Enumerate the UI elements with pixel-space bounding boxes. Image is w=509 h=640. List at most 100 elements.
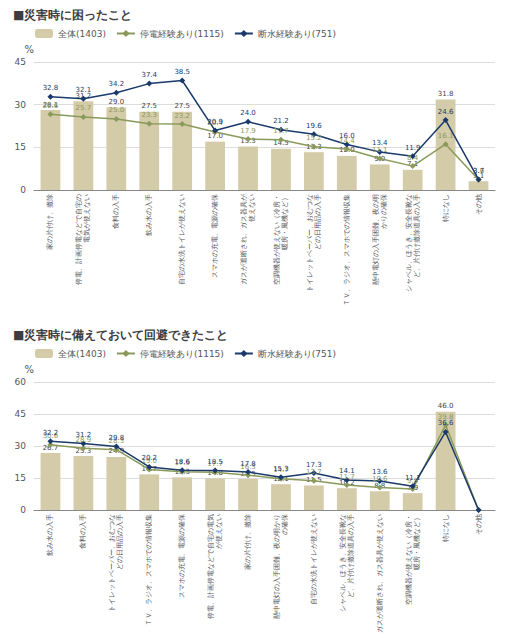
svg-text:食料の入手: 食料の入手 bbox=[112, 194, 120, 229]
svg-text:17.3: 17.3 bbox=[306, 461, 322, 469]
svg-text:飲み水の入手: 飲み水の入手 bbox=[46, 514, 54, 556]
svg-text:32.8: 32.8 bbox=[43, 84, 59, 92]
svg-text:7.9: 7.9 bbox=[407, 484, 418, 492]
svg-text:停電経験あり(1115): 停電経験あり(1115) bbox=[140, 349, 224, 359]
svg-text:30: 30 bbox=[15, 441, 27, 451]
svg-text:24.6: 24.6 bbox=[438, 108, 454, 116]
svg-text:29.0: 29.0 bbox=[109, 98, 125, 106]
svg-text:34.2: 34.2 bbox=[109, 80, 125, 88]
svg-text:45: 45 bbox=[15, 409, 26, 419]
svg-text:自宅の水洗トイレが使えない: 自宅の水洗トイレが使えない bbox=[310, 514, 318, 605]
svg-text:21.2: 21.2 bbox=[273, 117, 289, 125]
svg-text:11.9: 11.9 bbox=[405, 144, 421, 152]
svg-text:3.6: 3.6 bbox=[473, 167, 485, 175]
svg-text:使えない: 使えない bbox=[248, 194, 256, 222]
svg-text:3.7: 3.7 bbox=[473, 167, 484, 175]
svg-text:■災害時に困ったこと: ■災害時に困ったこと bbox=[13, 8, 132, 22]
svg-text:トイレットペーパー、おむつな: トイレットペーパー、おむつな bbox=[108, 514, 116, 612]
svg-text:停電、計画停電などで自宅の: 停電、計画停電などで自宅の bbox=[75, 194, 83, 285]
svg-text:13.7: 13.7 bbox=[306, 468, 322, 476]
svg-text:16.0: 16.0 bbox=[339, 132, 355, 140]
svg-text:その他: その他 bbox=[475, 194, 483, 215]
svg-text:の確保: の確保 bbox=[281, 514, 289, 535]
svg-text:31.8: 31.8 bbox=[438, 90, 454, 98]
svg-text:60: 60 bbox=[15, 377, 27, 387]
svg-text:16.1: 16.1 bbox=[438, 132, 454, 140]
svg-text:15: 15 bbox=[15, 142, 26, 152]
svg-text:27.5: 27.5 bbox=[174, 102, 190, 110]
svg-text:停電経験あり(1115): 停電経験あり(1115) bbox=[140, 29, 224, 39]
svg-text:飲み水の入手: 飲み水の入手 bbox=[145, 194, 153, 236]
svg-text:■災害時に備えておいて回避できたこと: ■災害時に備えておいて回避できたこと bbox=[13, 328, 228, 342]
svg-text:38.5: 38.5 bbox=[174, 68, 190, 76]
svg-text:ど、片付け撤除道具の入手: ど、片付け撤除道具の入手 bbox=[413, 194, 421, 278]
svg-text:電気が使えない: 電気が使えない bbox=[83, 194, 91, 243]
svg-text:シャベル、ほうき、安全長靴な: シャベル、ほうき、安全長靴な bbox=[405, 194, 413, 292]
svg-text:31.2: 31.2 bbox=[76, 431, 92, 439]
svg-text:が使えない: が使えない bbox=[215, 514, 223, 549]
svg-text:18.5: 18.5 bbox=[207, 458, 223, 466]
svg-text:37.4: 37.4 bbox=[141, 71, 157, 79]
svg-text:家の片付け、撤除: 家の片付け、撤除 bbox=[244, 514, 252, 570]
svg-text:どの日用品の入手: どの日用品の入手 bbox=[314, 194, 322, 250]
svg-text:15.2: 15.2 bbox=[306, 134, 322, 142]
svg-text:0: 0 bbox=[20, 185, 26, 195]
svg-text:特になし: 特になし bbox=[442, 194, 450, 222]
svg-text:空調機器が使えない（冷房・: 空調機器が使えない（冷房・ bbox=[405, 514, 413, 605]
svg-text:シャベル、ほうき、安全長靴な: シャベル、ほうき、安全長靴な bbox=[339, 514, 347, 612]
svg-text:特になし: 特になし bbox=[442, 514, 450, 542]
svg-text:17.8: 17.8 bbox=[240, 460, 256, 468]
svg-text:15.3: 15.3 bbox=[273, 465, 289, 473]
svg-text:27.5: 27.5 bbox=[141, 102, 157, 110]
svg-text:17.7: 17.7 bbox=[273, 127, 289, 135]
svg-text:23.3: 23.3 bbox=[141, 111, 157, 119]
svg-text:8.4: 8.4 bbox=[407, 154, 419, 162]
svg-text:14.1: 14.1 bbox=[339, 467, 355, 475]
svg-text:17.9: 17.9 bbox=[240, 127, 256, 135]
svg-text:ガスが遮断され、ガス器具が: ガスが遮断され、ガス器具が bbox=[240, 193, 248, 285]
svg-text:空調機器が使えない（冷房・: 空調機器が使えない（冷房・ bbox=[273, 194, 281, 285]
svg-text:32.2: 32.2 bbox=[43, 429, 59, 437]
svg-text:ど、片付け撤除道具の入手: ど、片付け撤除道具の入手 bbox=[347, 514, 355, 598]
svg-text:18.6: 18.6 bbox=[174, 458, 190, 466]
svg-text:0: 0 bbox=[20, 505, 26, 515]
svg-text:13.6: 13.6 bbox=[372, 468, 388, 476]
svg-text:どの日用品の入手: どの日用品の入手 bbox=[116, 514, 124, 570]
svg-text:ガスが遮断され、ガス器具が使えない: ガスが遮断され、ガス器具が使えない bbox=[376, 514, 384, 633]
svg-text:全体(1403): 全体(1403) bbox=[58, 349, 106, 359]
svg-text:スマホの充電、電源の確保: スマホの充電、電源の確保 bbox=[178, 514, 186, 598]
svg-text:32.1: 32.1 bbox=[76, 86, 92, 94]
svg-text:トイレットペーパー、おむつな: トイレットペーパー、おむつな bbox=[306, 194, 314, 292]
svg-text:25.7: 25.7 bbox=[76, 104, 92, 112]
svg-text:24.0: 24.0 bbox=[240, 109, 256, 117]
svg-text:暖房・風機など）: 暖房・風機など） bbox=[281, 194, 289, 250]
svg-text:46.0: 46.0 bbox=[438, 402, 454, 410]
svg-text:断水経験あり(751): 断水経験あり(751) bbox=[258, 29, 336, 39]
svg-text:11.1: 11.1 bbox=[405, 474, 421, 482]
svg-text:食料の入手: 食料の入手 bbox=[79, 514, 87, 549]
svg-text:自宅の水洗トイレが使えない: 自宅の水洗トイレが使えない bbox=[178, 194, 186, 285]
svg-text:25.0: 25.0 bbox=[109, 106, 125, 114]
svg-text:その他: その他 bbox=[475, 514, 483, 535]
svg-text:ＴＶ、ラジオ、スマホでの情報収集: ＴＶ、ラジオ、スマホでの情報収集 bbox=[145, 514, 153, 626]
svg-text:45: 45 bbox=[15, 57, 26, 67]
svg-text:家の片付け、撤除: 家の片付け、撤除 bbox=[46, 194, 54, 250]
svg-text:36.6: 36.6 bbox=[438, 419, 454, 427]
svg-text:かりの確保: かりの確保 bbox=[380, 194, 388, 229]
svg-text:断水経験あり(751): 断水経験あり(751) bbox=[258, 349, 336, 359]
svg-text:懸中電灯の入手困難、夜の明かり: 懸中電灯の入手困難、夜の明かり bbox=[273, 514, 281, 620]
svg-text:ＴＶ、ラジオ、スマホでの情報収集: ＴＶ、ラジオ、スマホでの情報収集 bbox=[343, 194, 351, 306]
svg-text:懸中電灯の入手困難、夜の明: 懸中電灯の入手困難、夜の明 bbox=[372, 194, 380, 286]
svg-text:15: 15 bbox=[15, 473, 26, 483]
svg-text:29.8: 29.8 bbox=[109, 434, 125, 442]
svg-text:スマホの充電、電源の確保: スマホの充電、電源の確保 bbox=[211, 194, 219, 278]
svg-text:23.2: 23.2 bbox=[174, 112, 190, 120]
svg-text:%: % bbox=[24, 364, 34, 375]
svg-text:停電、計画停電などで自宅の電気: 停電、計画停電などで自宅の電気 bbox=[207, 514, 215, 619]
svg-text:全体(1403): 全体(1403) bbox=[58, 29, 106, 39]
svg-text:19.6: 19.6 bbox=[306, 122, 322, 130]
svg-text:26.6: 26.6 bbox=[43, 102, 59, 110]
svg-text:暖房・風機など）: 暖房・風機など） bbox=[413, 514, 421, 570]
svg-text:13.4: 13.4 bbox=[372, 139, 388, 147]
svg-text:20.2: 20.2 bbox=[141, 454, 157, 462]
